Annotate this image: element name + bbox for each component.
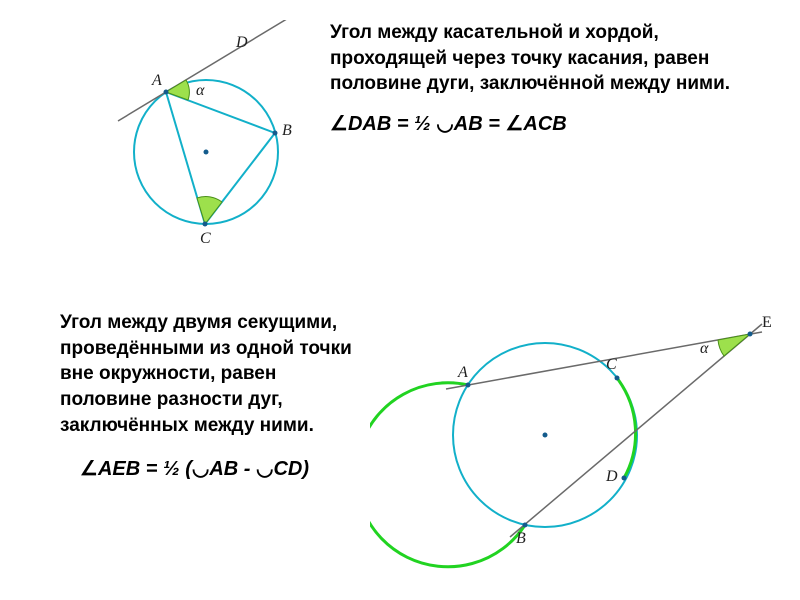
two-secants-svg <box>370 310 800 570</box>
tangent-chord-formula: ∠DAB = ½ ◡AB = ∠ACB <box>330 111 770 136</box>
two-secants-formula: ∠AEB = ½ (◡AB - ◡CD) <box>60 456 360 481</box>
tangent-chord-svg <box>0 20 330 280</box>
bottom-section: Угол между двумя секущими, проведёнными … <box>0 310 800 570</box>
label-E2: E <box>762 314 772 332</box>
label-A: A <box>152 72 162 90</box>
tangent-chord-diagram: A B C D α <box>0 20 330 270</box>
label-A2: A <box>458 364 468 382</box>
label-B2: B <box>516 530 526 548</box>
top-text-block: Угол между касательной и хордой, проходя… <box>330 20 800 136</box>
label-C2: C <box>606 356 617 374</box>
label-C: C <box>200 230 211 248</box>
two-secants-theorem: Угол между двумя секущими, проведёнными … <box>60 310 360 438</box>
label-B: B <box>282 122 292 140</box>
label-D2: D <box>606 468 618 486</box>
top-section: A B C D α Угол между касательной и хордо… <box>0 20 800 270</box>
label-alpha: α <box>196 82 204 100</box>
two-secants-diagram: A B C D E α <box>370 310 800 570</box>
tangent-chord-theorem: Угол между касательной и хордой, проходя… <box>330 20 770 97</box>
label-alpha2: α <box>700 340 708 358</box>
bottom-text-block: Угол между двумя секущими, проведёнными … <box>0 310 370 481</box>
label-D: D <box>236 34 248 52</box>
